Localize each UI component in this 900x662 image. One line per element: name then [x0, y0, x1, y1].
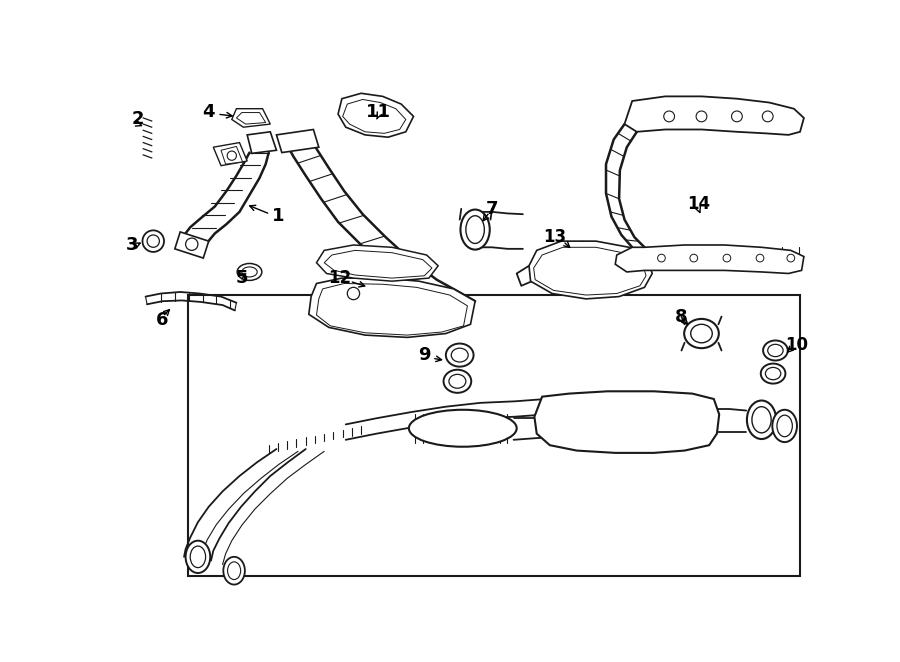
Polygon shape [221, 146, 243, 164]
Ellipse shape [228, 562, 240, 579]
Ellipse shape [760, 363, 786, 383]
Polygon shape [276, 130, 319, 152]
Polygon shape [534, 248, 646, 295]
Text: 1: 1 [272, 207, 284, 226]
Text: 11: 11 [365, 103, 391, 120]
Polygon shape [535, 391, 719, 453]
Circle shape [723, 254, 731, 262]
Ellipse shape [690, 324, 712, 343]
Circle shape [696, 111, 706, 122]
Circle shape [787, 254, 795, 262]
Text: 14: 14 [687, 195, 710, 213]
Polygon shape [175, 232, 209, 258]
Ellipse shape [777, 415, 792, 437]
Circle shape [147, 235, 159, 248]
Ellipse shape [747, 401, 776, 439]
Text: 7: 7 [486, 200, 499, 218]
Polygon shape [237, 113, 266, 124]
Ellipse shape [752, 406, 771, 433]
Polygon shape [213, 142, 248, 166]
Text: 13: 13 [544, 228, 567, 246]
Circle shape [762, 111, 773, 122]
Circle shape [347, 287, 360, 300]
Text: 4: 4 [202, 103, 215, 120]
Ellipse shape [449, 374, 466, 388]
Text: 10: 10 [785, 336, 807, 354]
Text: 5: 5 [236, 269, 248, 287]
Polygon shape [529, 241, 652, 299]
Polygon shape [343, 99, 406, 133]
Ellipse shape [772, 410, 797, 442]
Circle shape [732, 111, 742, 122]
Ellipse shape [684, 319, 719, 348]
Ellipse shape [238, 263, 262, 281]
Polygon shape [232, 109, 270, 127]
Circle shape [690, 254, 698, 262]
Text: 2: 2 [131, 111, 144, 128]
Polygon shape [616, 245, 804, 273]
Polygon shape [338, 93, 413, 137]
Polygon shape [309, 278, 475, 338]
Polygon shape [317, 283, 467, 335]
Ellipse shape [190, 546, 205, 567]
Ellipse shape [461, 210, 490, 250]
Ellipse shape [185, 541, 211, 573]
Text: 12: 12 [328, 269, 351, 287]
Text: 3: 3 [125, 236, 138, 254]
Ellipse shape [763, 340, 788, 361]
Circle shape [756, 254, 764, 262]
Ellipse shape [451, 348, 468, 362]
Polygon shape [324, 250, 432, 278]
Bar [188, 295, 800, 576]
Circle shape [664, 111, 674, 122]
Ellipse shape [242, 267, 257, 277]
Ellipse shape [765, 367, 781, 380]
Circle shape [658, 254, 665, 262]
Polygon shape [317, 245, 438, 281]
Ellipse shape [466, 216, 484, 244]
Text: 6: 6 [157, 310, 168, 328]
Text: 9: 9 [418, 346, 430, 364]
Ellipse shape [768, 344, 783, 357]
Circle shape [227, 151, 237, 160]
Polygon shape [248, 132, 276, 154]
Ellipse shape [223, 557, 245, 585]
Ellipse shape [446, 344, 473, 367]
Polygon shape [625, 97, 804, 135]
Text: 8: 8 [674, 308, 687, 326]
Circle shape [142, 230, 164, 252]
Circle shape [185, 238, 198, 250]
Ellipse shape [444, 370, 472, 393]
Ellipse shape [409, 410, 517, 447]
